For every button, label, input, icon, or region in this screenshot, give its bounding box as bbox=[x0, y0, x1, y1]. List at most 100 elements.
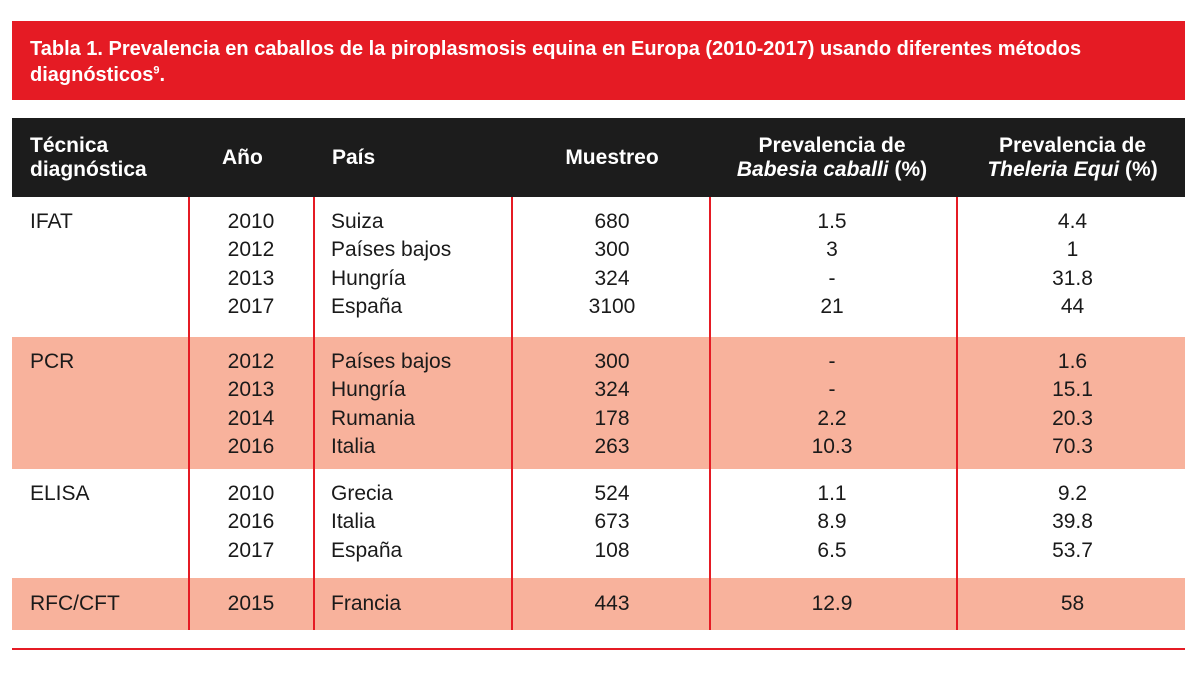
column-divider bbox=[709, 337, 711, 469]
header-babesia: Prevalencia de Babesia caballi (%) bbox=[712, 118, 952, 197]
cell-tecnica: RFC/CFT bbox=[30, 592, 120, 615]
cell-babesia: - bbox=[828, 350, 836, 373]
column-divider bbox=[709, 469, 711, 578]
cell-ano: 2013 bbox=[227, 266, 275, 290]
cell-muestreo: 673 bbox=[594, 510, 630, 534]
cell-ano: 2013 bbox=[227, 378, 275, 402]
cell-theleria: 58 bbox=[1060, 592, 1085, 615]
cell-muestreo: 108 bbox=[594, 538, 630, 562]
cell-pais: Hungría bbox=[331, 266, 406, 290]
header-pais: País bbox=[332, 118, 482, 197]
header-babesia-unit: (%) bbox=[888, 157, 928, 181]
header-ano: Año bbox=[222, 118, 312, 197]
header-muestreo-label: Muestreo bbox=[565, 145, 659, 169]
column-divider bbox=[956, 337, 958, 469]
cell-pais: Países bajos bbox=[331, 350, 452, 373]
cell-ano: 2017 bbox=[227, 294, 275, 318]
header-babesia-species: Babesia caballi bbox=[736, 157, 889, 181]
cell-babesia: 3 bbox=[826, 238, 838, 262]
title-text: Tabla 1. Prevalencia en caballos de la p… bbox=[30, 38, 1082, 86]
column-divider bbox=[188, 197, 190, 337]
cell-muestreo: 178 bbox=[594, 406, 630, 430]
bottom-rule bbox=[12, 648, 1185, 650]
cell-tecnica: PCR bbox=[30, 350, 75, 373]
cell-muestreo: 300 bbox=[594, 238, 630, 262]
header-babesia-line1: Prevalencia de bbox=[758, 133, 906, 157]
cell-babesia: - bbox=[828, 266, 836, 290]
cell-muestreo: 443 bbox=[594, 592, 630, 615]
cell-ano: 2014 bbox=[227, 406, 275, 430]
cell-babesia: 21 bbox=[820, 294, 844, 318]
column-divider bbox=[188, 337, 190, 469]
cell-theleria: 31.8 bbox=[1052, 266, 1093, 290]
cell-pais: Hungría bbox=[331, 378, 406, 402]
cell-theleria: 9.2 bbox=[1057, 482, 1088, 505]
title-footnote-ref: 9 bbox=[153, 64, 160, 77]
header-tecnica: Técnica diagnóstica bbox=[30, 118, 200, 197]
cell-ano: 2015 bbox=[227, 592, 275, 615]
cell-pais: Grecia bbox=[331, 482, 393, 505]
cell-ano: 2012 bbox=[227, 350, 275, 373]
cell-ano: 2016 bbox=[227, 434, 275, 458]
cell-pais: Países bajos bbox=[331, 238, 452, 262]
column-divider bbox=[313, 469, 315, 578]
column-divider bbox=[511, 337, 513, 469]
cell-pais: España bbox=[331, 294, 403, 318]
header-muestreo: Muestreo bbox=[522, 118, 702, 197]
table-header: Técnica diagnóstica Año País Muestreo Pre… bbox=[12, 118, 1185, 197]
cell-pais: Rumania bbox=[331, 406, 416, 430]
cell-theleria: 70.3 bbox=[1052, 434, 1093, 458]
cell-muestreo: 300 bbox=[594, 350, 630, 373]
row-group-pcr bbox=[12, 337, 1185, 469]
cell-ano: 2017 bbox=[227, 538, 275, 562]
cell-muestreo: 3100 bbox=[588, 294, 636, 318]
cell-ano: 2012 bbox=[227, 238, 275, 262]
cell-babesia: 10.3 bbox=[811, 434, 853, 458]
cell-babesia: - bbox=[828, 378, 836, 402]
cell-pais: Italia bbox=[331, 434, 376, 458]
cell-muestreo: 680 bbox=[594, 210, 630, 233]
header-theleria-species: Theleria Equi bbox=[987, 157, 1120, 181]
cell-babesia: 12.9 bbox=[811, 592, 853, 615]
title-end: . bbox=[159, 64, 166, 86]
cell-theleria: 20.3 bbox=[1052, 406, 1093, 430]
cell-tecnica: IFAT bbox=[30, 210, 73, 233]
column-divider bbox=[313, 197, 315, 337]
header-tecnica-line1: Técnica bbox=[30, 133, 109, 157]
header-pais-label: País bbox=[332, 145, 376, 169]
cell-tecnica: ELISA bbox=[30, 482, 90, 505]
cell-muestreo: 263 bbox=[594, 434, 630, 458]
cell-theleria: 1.6 bbox=[1057, 350, 1088, 373]
cell-babesia: 1.5 bbox=[817, 210, 847, 233]
column-divider bbox=[956, 578, 958, 630]
column-divider bbox=[188, 578, 190, 630]
cell-pais: Francia bbox=[331, 592, 402, 615]
column-divider bbox=[188, 469, 190, 578]
header-theleria-unit: (%) bbox=[1119, 157, 1158, 181]
cell-ano: 2016 bbox=[227, 510, 275, 534]
cell-ano: 2010 bbox=[227, 482, 275, 505]
header-theleria-line1: Prevalencia de bbox=[998, 133, 1147, 157]
header-ano-label: Año bbox=[222, 145, 263, 169]
cell-theleria: 15.1 bbox=[1052, 378, 1093, 402]
cell-babesia: 6.5 bbox=[817, 538, 847, 562]
cell-muestreo: 324 bbox=[594, 266, 630, 290]
cell-theleria: 39.8 bbox=[1052, 510, 1093, 534]
column-divider bbox=[511, 469, 513, 578]
column-divider bbox=[709, 197, 711, 337]
column-divider bbox=[956, 197, 958, 337]
cell-pais: Italia bbox=[331, 510, 376, 534]
cell-theleria: 53.7 bbox=[1052, 538, 1093, 562]
cell-babesia: 8.9 bbox=[817, 510, 847, 534]
column-divider bbox=[511, 197, 513, 337]
table-title: Tabla 1. Prevalencia en caballos de la p… bbox=[12, 21, 1185, 100]
header-theleria: Prevalencia de Theleria Equi (%) bbox=[960, 118, 1185, 197]
cell-theleria: 1 bbox=[1066, 238, 1079, 262]
cell-ano: 2010 bbox=[227, 210, 275, 233]
row-group-rfc-cft bbox=[12, 578, 1185, 630]
cell-muestreo: 524 bbox=[594, 482, 630, 505]
column-divider bbox=[511, 578, 513, 630]
cell-pais: Suiza bbox=[331, 210, 384, 233]
cell-theleria: 4.4 bbox=[1057, 210, 1088, 233]
column-divider bbox=[709, 578, 711, 630]
